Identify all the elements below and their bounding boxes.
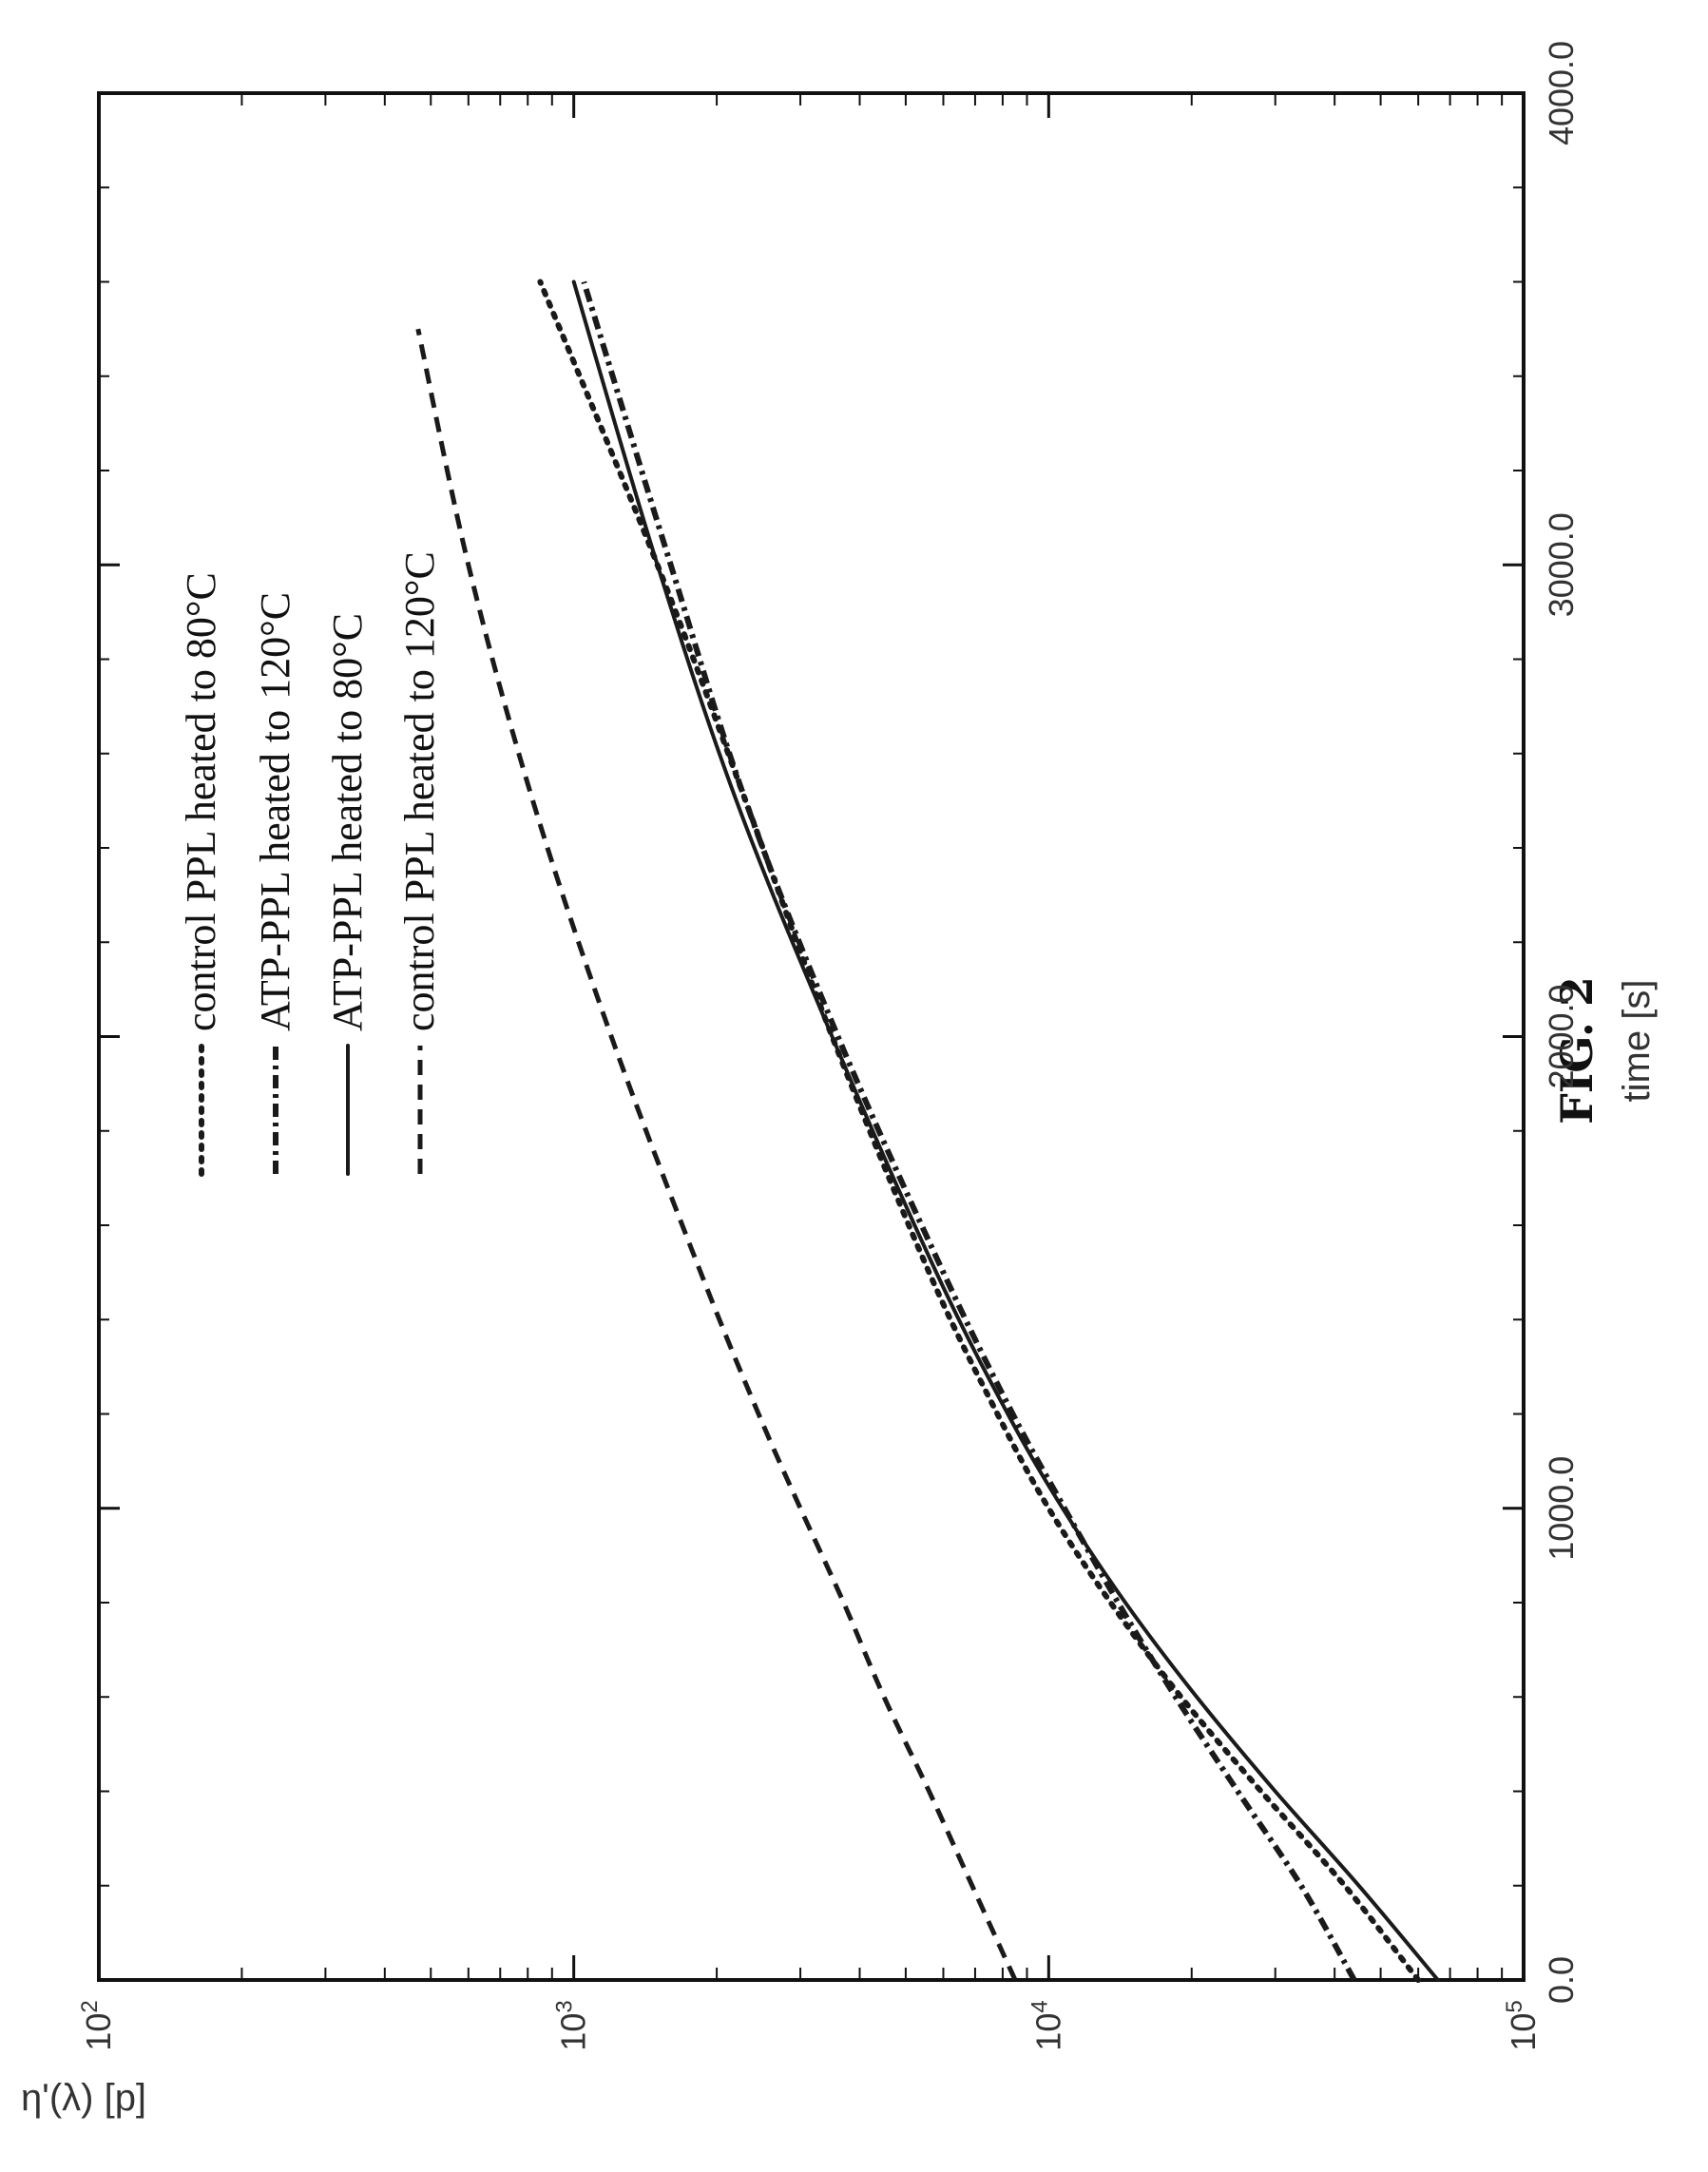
plot-frame (97, 91, 1526, 1982)
y-tick-label: 104 (1027, 2000, 1067, 2050)
y-tick-label: 102 (77, 2000, 118, 2050)
legend-label-3: ATP-PPL heated to 80°C (324, 613, 371, 1031)
series-line-2 (581, 280, 1357, 1982)
x-tick-label: 2000.0 (1542, 984, 1581, 1088)
series-line-3 (571, 279, 1440, 1982)
x-tick-label: 4000.0 (1542, 41, 1581, 145)
legend-label-1: control PPL heated to 80°C (178, 572, 224, 1031)
y-tick-label: 105 (1502, 2000, 1543, 2050)
x-tick-label: 1000.0 (1542, 1456, 1581, 1561)
series-line-4 (415, 328, 1018, 1982)
y-axis-label: η'(λ) [p] (21, 2077, 146, 2119)
y-axis: 102 103 104 105 (77, 93, 1543, 2051)
figure-label: FIG. 2 (1551, 976, 1602, 1124)
x-tick-label: 0.0 (1542, 1956, 1581, 2004)
legend-label-2: ATP-PPL heated to 120°C (252, 592, 298, 1031)
x-axis: 0.0 1000.0 2000.0 3000.0 4000.0 (99, 41, 1581, 2004)
y-tick-label: 103 (552, 2000, 593, 2050)
series-lines (415, 279, 1440, 1983)
x-tick-label: 3000.0 (1542, 512, 1581, 617)
x-axis-label: time [s] (1616, 980, 1658, 1103)
legend: control PPL heated to 80°C ATP-PPL heated… (178, 551, 443, 1177)
series-line-1 (537, 279, 1422, 1983)
legend-label-4: control PPL heated to 120°C (396, 551, 443, 1031)
